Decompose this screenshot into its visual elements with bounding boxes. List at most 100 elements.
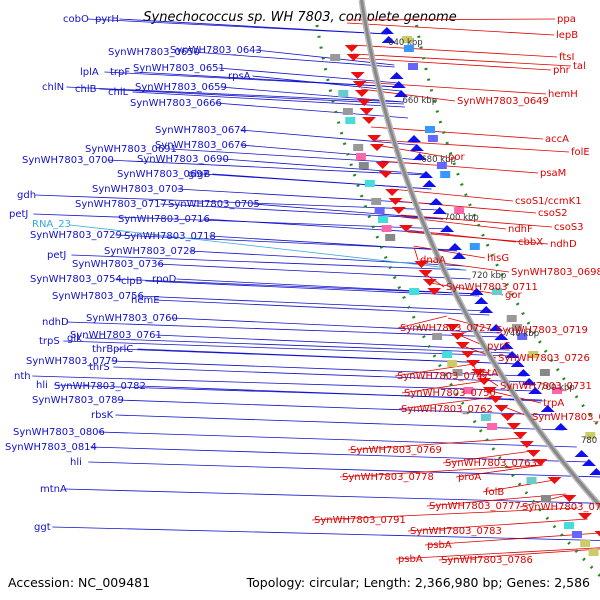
tick-label: 780 kbp (581, 436, 600, 446)
forward-gene-label: SynWH7803_0779 (26, 356, 118, 367)
forward-gene-label: trpF (110, 67, 130, 78)
reverse-gene-arrow (450, 333, 465, 340)
reverse-gene-arrow (391, 207, 406, 214)
cog-block (374, 207, 385, 214)
cog-block (564, 522, 574, 529)
reverse-gene-label: csoS1/ccmK1 (515, 196, 582, 207)
reverse-gene-arrow (578, 513, 592, 520)
cog-block (585, 432, 596, 439)
forward-gene-arrow (419, 171, 433, 178)
forward-gene-label: chlL (108, 87, 129, 98)
leader-line (311, 507, 579, 521)
forward-gene-label: SynWH7803_0705 (168, 199, 260, 210)
feature-tracks (330, 27, 600, 556)
rna-gene-label: RNA_23 (32, 219, 71, 230)
cog-block (408, 63, 418, 70)
reverse-gene-label: SynWH7803_0766 (522, 502, 600, 513)
cog-block (358, 162, 369, 169)
reverse-gene-arrow (547, 477, 562, 484)
cog-block (572, 531, 582, 538)
reverse-gene-arrow (513, 432, 528, 439)
reverse-gene-arrow (526, 450, 541, 457)
forward-gene-label: SynWH7803_0756 (52, 291, 144, 302)
leader-line (119, 18, 388, 35)
forward-gene-label: SynWH7803_0718 (124, 231, 216, 242)
tick-label: 740 kbp (504, 329, 539, 339)
cog-block (378, 216, 388, 223)
leader-line (394, 363, 474, 377)
forward-gene-label: SynWH7803_0716 (118, 214, 210, 225)
forward-gene-label: SynWH7803_0643 (170, 45, 262, 56)
reverse-gene-label: pyrC (487, 341, 510, 352)
leader-line (347, 437, 523, 451)
forward-gene-arrow (581, 459, 596, 466)
forward-gene-label: SynWH7803_0650 (108, 47, 200, 58)
leader-line (203, 218, 450, 235)
leader-line (90, 446, 589, 463)
leader-line (419, 259, 510, 273)
leader-line (212, 173, 432, 190)
reverse-gene-label: csoS2 (538, 208, 568, 219)
cog-block (452, 369, 463, 376)
reverse-gene-label: psaM (540, 168, 566, 179)
forward-gene-label: chlN (42, 82, 64, 93)
cog-block (463, 387, 474, 394)
reverse-gene-arrow (494, 405, 509, 412)
cog-block (353, 144, 364, 151)
leader-line (455, 464, 543, 478)
forward-gene-label: hli (70, 457, 82, 468)
leader-line (395, 547, 600, 560)
reverse-gene-arrow (460, 351, 475, 358)
forward-gene-arrow (422, 180, 437, 187)
cog-block (541, 495, 551, 502)
forward-gene-label: SynWH7803_0666 (130, 98, 222, 109)
forward-gene-label: hli (36, 380, 48, 391)
reverse-gene-arrow (346, 54, 361, 61)
forward-gene-arrow (432, 207, 447, 214)
forward-gene-label: SynWH7803_0690 (137, 154, 229, 165)
leader-line (117, 399, 553, 416)
cog-block (425, 126, 435, 133)
forward-gene-label: thrS (89, 362, 110, 373)
cog-block (385, 234, 396, 241)
reverse-gene-label: SynWH7803_0649 (457, 96, 549, 107)
reverse-gene-label: csoS3 (554, 222, 584, 233)
forward-gene-label: clpB (121, 276, 143, 287)
cog-block (381, 225, 392, 232)
reverse-gene-arrow (399, 225, 413, 232)
cog-block (447, 360, 458, 367)
forward-gene-label: petJ (9, 209, 28, 220)
leader-line (424, 532, 600, 546)
forward-gene-arrow (389, 72, 404, 79)
leader-line (413, 245, 486, 259)
forward-gene-label: hemE (131, 295, 160, 306)
forward-gene-arrow (409, 144, 424, 151)
forward-gene-arrow (553, 423, 568, 430)
leader-line (170, 148, 423, 165)
cog-block (402, 36, 413, 43)
reverse-gene-arrow (422, 279, 437, 286)
reverse-gene-label: accA (545, 134, 569, 145)
page-title: Synechococcus sp. WH 7803, complete geno… (143, 10, 457, 25)
leader-line (407, 518, 588, 532)
leader-line (398, 396, 495, 410)
cog-block (345, 117, 356, 124)
cog-block (511, 324, 522, 331)
leader-line (66, 321, 502, 338)
leader-line (145, 280, 480, 297)
forward-gene-label: SynWH7803_0761 (70, 330, 162, 341)
leader-line (193, 51, 395, 68)
reverse-gene-arrow (357, 99, 372, 106)
forward-gene-label: SynWH7803_0729 (30, 230, 122, 241)
forward-gene-label: SynWH7803_0736 (72, 259, 164, 270)
forward-gene-arrow (589, 468, 600, 475)
cog-block (580, 540, 591, 547)
forward-gene-arrow (440, 225, 455, 232)
leader-line (374, 139, 570, 153)
forward-gene-label: SynWH7803_0659 (135, 82, 227, 93)
forward-gene-arrow (528, 387, 543, 394)
reverse-gene-label: gor (505, 290, 522, 301)
ticks: 640 kbp 660 kbp 680 kbp 700 kbp 720 kbp 740 k… (315, 24, 600, 579)
cog-block (506, 315, 517, 322)
backbone-arc (358, 0, 600, 511)
